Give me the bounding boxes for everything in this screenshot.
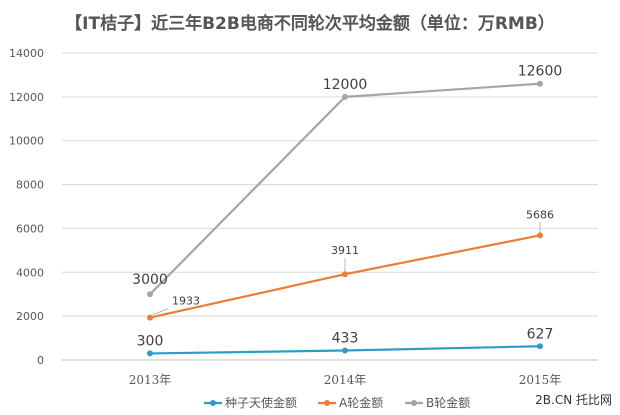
data-point bbox=[342, 347, 348, 354]
label-leader-line bbox=[152, 308, 169, 315]
data-label: 5686 bbox=[526, 208, 554, 221]
y-tick-label: 4000 bbox=[16, 266, 44, 279]
data-label: 12600 bbox=[518, 64, 563, 80]
y-tick-label: 0 bbox=[37, 354, 44, 367]
legend-swatch-marker bbox=[324, 400, 330, 406]
data-label: 433 bbox=[332, 331, 359, 347]
legend-swatch-marker bbox=[210, 400, 216, 406]
x-tick-label: 2014年 bbox=[324, 373, 367, 387]
data-point bbox=[147, 350, 153, 357]
x-tick-label: 2013年 bbox=[129, 373, 172, 387]
legend-label: 种子天使金额 bbox=[225, 395, 297, 410]
data-point bbox=[342, 93, 348, 100]
legend-label: A轮金额 bbox=[339, 395, 383, 410]
data-point bbox=[537, 80, 543, 87]
data-label: 12000 bbox=[323, 77, 368, 93]
data-point bbox=[147, 314, 153, 321]
legend-swatch-marker bbox=[411, 400, 417, 406]
y-tick-label: 12000 bbox=[9, 91, 44, 104]
data-point bbox=[342, 271, 348, 278]
y-tick-label: 14000 bbox=[9, 47, 44, 60]
data-point bbox=[537, 343, 543, 350]
data-label: 1933 bbox=[172, 295, 200, 308]
x-tick-label: 2015年 bbox=[519, 373, 562, 387]
data-label: 3000 bbox=[132, 272, 168, 288]
legend-label: B轮金额 bbox=[426, 395, 470, 410]
watermark-text: 2B.CN 托比网 bbox=[535, 393, 612, 407]
data-point bbox=[537, 232, 543, 239]
data-point bbox=[147, 291, 153, 298]
data-label: 627 bbox=[527, 326, 554, 342]
y-tick-label: 6000 bbox=[16, 222, 44, 235]
data-label: 3911 bbox=[331, 244, 359, 257]
chart-title: 【IT桔子】近三年B2B电商不同轮次平均金额（单位：万RMB） bbox=[65, 14, 555, 34]
y-tick-label: 2000 bbox=[16, 310, 44, 323]
y-tick-label: 10000 bbox=[9, 135, 44, 148]
y-tick-label: 8000 bbox=[16, 179, 44, 192]
data-label: 300 bbox=[137, 333, 164, 349]
